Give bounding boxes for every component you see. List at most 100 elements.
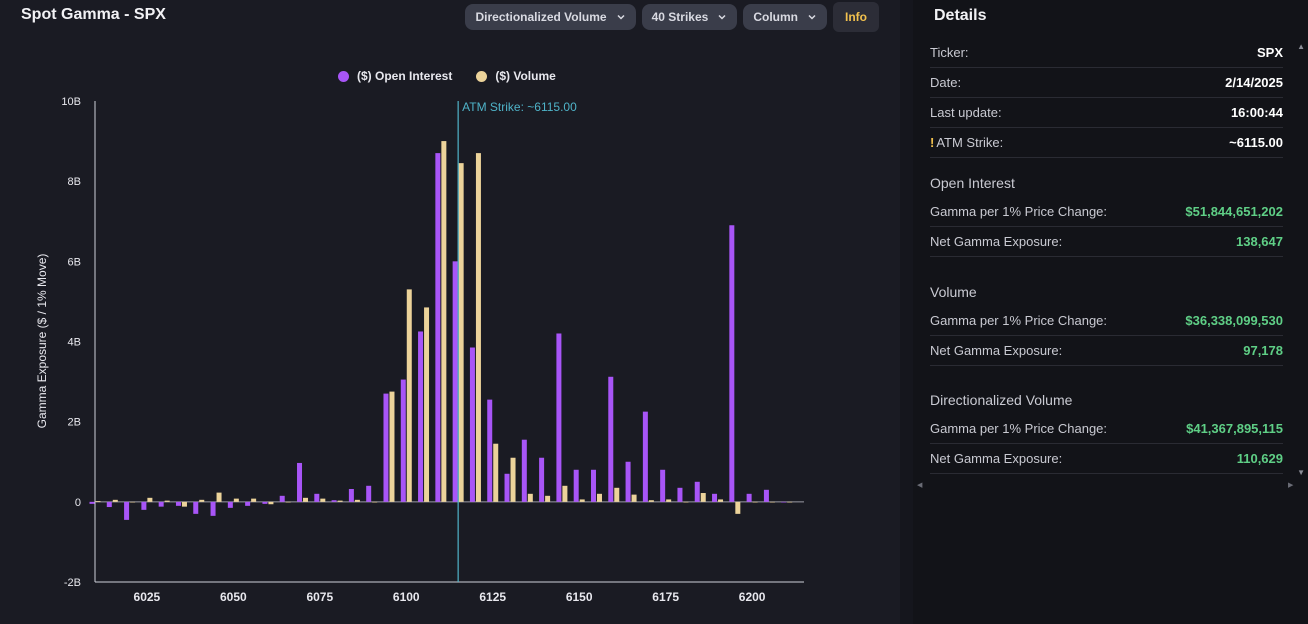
oi-gamma-row: Gamma per 1% Price Change: $51,844,651,2… [930, 197, 1283, 227]
bar-open-interest [539, 457, 545, 502]
scroll-up-arrow-icon[interactable]: ▲ [1297, 42, 1305, 51]
x-tick-label: 6075 [306, 590, 333, 604]
x-tick-label: 6175 [652, 590, 679, 604]
bar-volume [181, 501, 187, 507]
y-tick-label: 4B [68, 337, 81, 349]
details-panel: Details ▲ ▼ ◀ ▶ Ticker: SPX Date: 2/14/2… [913, 0, 1308, 624]
bar-open-interest [366, 485, 372, 502]
bar-volume [545, 495, 551, 502]
bar-open-interest [608, 376, 614, 502]
volume-section: Volume Gamma per 1% Price Change: $36,33… [930, 284, 1283, 366]
bar-volume [285, 501, 291, 503]
x-tick-label: 6100 [393, 590, 420, 604]
bar-volume [389, 391, 395, 502]
volume-type-dropdown[interactable]: Directionalized Volume [465, 4, 636, 30]
bar-open-interest [781, 501, 787, 503]
bar-volume [493, 443, 499, 502]
legend-label-open-interest: ($) Open Interest [357, 69, 453, 83]
open-interest-heading: Open Interest [930, 175, 1015, 191]
x-tick-label: 6025 [134, 590, 161, 604]
y-tick-label: 0 [75, 497, 81, 509]
legend-item-volume[interactable]: ($) Volume [476, 69, 556, 83]
bar-open-interest [314, 493, 320, 502]
bar-open-interest [435, 153, 441, 502]
oi-net-value: 138,647 [1236, 234, 1283, 249]
bar-open-interest [383, 393, 389, 502]
bar-open-interest [487, 399, 493, 502]
strikes-dropdown[interactable]: 40 Strikes [641, 4, 738, 30]
scroll-right-arrow-icon[interactable]: ▶ [1288, 482, 1294, 489]
atm-strike-label: ATM Strike: [936, 135, 1004, 150]
scroll-down-arrow-icon[interactable]: ▼ [1297, 468, 1305, 477]
bar-volume [251, 498, 257, 502]
bar-volume [666, 499, 672, 502]
bar-volume [579, 499, 585, 502]
legend-dot-volume [476, 70, 488, 82]
bar-volume [337, 500, 343, 502]
details-row-last-update: Last update: 16:00:44 [930, 98, 1283, 128]
bar-open-interest [625, 461, 631, 502]
atm-strike-value: ~6115.00 [1229, 135, 1283, 150]
bar-open-interest [642, 411, 648, 502]
bar-open-interest [227, 501, 233, 508]
y-tick-label: 2B [68, 417, 81, 429]
volume-heading: Volume [930, 284, 977, 300]
bar-volume [424, 307, 430, 502]
scroll-left-arrow-icon[interactable]: ◀ [917, 482, 923, 489]
gamma-chart: 10B 8B 6B 4B 2B 0 -2B 6025 6050 6075 6100 6125 6150 6… [61, 96, 804, 604]
dvol-net-row: Net Gamma Exposure: 110,629 [930, 444, 1283, 474]
toolbar: Directionalized Volume 40 Strikes Column… [465, 2, 879, 32]
bar-open-interest [729, 225, 735, 502]
legend-label-volume: ($) Volume [495, 69, 556, 83]
page-title: Spot Gamma - SPX [21, 6, 166, 23]
dvol-net-label: Net Gamma Exposure: [930, 451, 1063, 466]
chart-type-dropdown[interactable]: Column [743, 4, 827, 30]
bar-volume [683, 501, 689, 503]
details-title: Details [934, 7, 987, 24]
bar-volume [752, 501, 758, 503]
bar-open-interest [746, 493, 752, 502]
bar-volume [372, 501, 378, 503]
bar-open-interest [297, 462, 303, 502]
chevron-down-icon [718, 14, 726, 20]
y-tick-label: -2B [64, 577, 81, 589]
bar-open-interest [418, 331, 424, 502]
vol-gamma-value: $36,338,099,530 [1185, 313, 1283, 328]
bar-volume [475, 153, 481, 502]
bar-open-interest [469, 347, 475, 502]
bar-open-interest [158, 501, 164, 507]
y-tick-label: 10B [61, 96, 81, 108]
vol-net-value: 97,178 [1243, 343, 1283, 358]
bar-open-interest [504, 473, 510, 502]
x-tick-label: 6200 [739, 590, 766, 604]
bar-volume [596, 493, 602, 502]
bar-volume [320, 498, 326, 502]
atm-strike-label-wrap: ! ATM Strike: [930, 135, 1003, 150]
oi-net-row: Net Gamma Exposure: 138,647 [930, 227, 1283, 257]
y-tick-label: 6B [68, 256, 81, 268]
dvol-net-value: 110,629 [1236, 451, 1283, 466]
dvol-gamma-value: $41,367,895,115 [1186, 421, 1283, 436]
info-button[interactable]: Info [833, 2, 879, 32]
y-tick-label: 8B [68, 176, 81, 188]
bar-volume [268, 501, 274, 505]
bar-volume [164, 500, 170, 502]
bar-open-interest [245, 501, 251, 506]
bar-open-interest [124, 501, 130, 520]
ticker-value: SPX [1256, 45, 1283, 60]
atm-strike-label: ATM Strike: ~6115.00 [462, 100, 577, 114]
bar-open-interest [175, 501, 181, 506]
bar-open-interest [694, 481, 700, 502]
details-row-ticker: Ticker: SPX [930, 38, 1283, 68]
panel-divider[interactable] [900, 0, 913, 624]
chart-panel: Spot Gamma - SPX Directionalized Volume … [21, 2, 879, 604]
vol-gamma-row: Gamma per 1% Price Change: $36,338,099,5… [930, 306, 1283, 336]
bar-volume [527, 493, 533, 502]
bar-open-interest [89, 501, 95, 504]
last-update-value: 16:00:44 [1230, 105, 1283, 120]
volume-type-label: Directionalized Volume [475, 10, 607, 24]
vol-gamma-label: Gamma per 1% Price Change: [930, 313, 1108, 328]
bar-open-interest [660, 469, 666, 502]
bar-open-interest [452, 261, 458, 502]
legend-item-open-interest[interactable]: ($) Open Interest [338, 69, 452, 83]
